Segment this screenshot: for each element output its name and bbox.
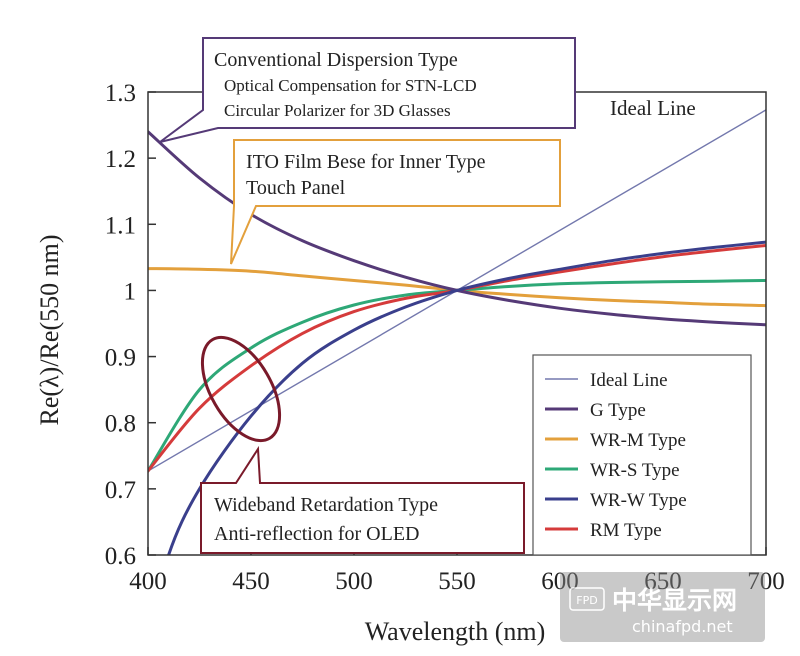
y-ticks: 0.6 0.7 0.8 0.9 1 1.1 1.2 1.3 [105, 80, 156, 570]
callout-ito-box [230, 139, 561, 265]
callout-wideband-line2: Anti-reflection for OLED [214, 523, 419, 545]
watermark-url: chinafpd.net [632, 617, 733, 636]
y-tick-label: 1.1 [105, 212, 136, 239]
legend-label-g-type: G Type [590, 400, 646, 421]
x-tick-label: 650 [644, 568, 682, 595]
ideal-line-label: Ideal Line [610, 96, 696, 120]
x-tick-label: 450 [232, 568, 270, 595]
callout-conventional-box [159, 37, 576, 143]
x-axis-title: Wavelength (nm) [365, 617, 546, 646]
callout-conventional-title: Conventional Dispersion Type [214, 49, 458, 71]
legend-label-rm-type: RM Type [590, 520, 662, 541]
watermark: FPD 中华显示网 chinafpd.net [560, 572, 765, 642]
watermark-backdrop [560, 572, 765, 642]
y-tick-label: 0.9 [105, 345, 136, 372]
x-tick-label: 550 [438, 568, 476, 595]
x-tick-label: 700 [747, 568, 785, 595]
legend-box [532, 354, 752, 556]
watermark-badge-icon [569, 587, 605, 611]
legend-label-ideal-line: Ideal Line [590, 370, 668, 391]
x-ticks: 400 450 500 550 600 650 700 [129, 547, 785, 595]
series-line-wr-m-type [148, 267, 766, 308]
legend-label-wr-w-type: WR-W Type [590, 490, 687, 511]
y-tick-label: 1 [124, 278, 137, 305]
y-tick-label: 0.6 [105, 543, 136, 570]
x-tick-label: 500 [335, 568, 373, 595]
callout-ito-line2: Touch Panel [246, 177, 346, 199]
callout-conventional-line2: Optical Compensation for STN-LCD [224, 76, 477, 95]
watermark-badge-text: FPD [576, 594, 597, 607]
callout-wideband-box [200, 445, 525, 554]
legend: Ideal Line G Type WR-M Type WR-S Type WR-W T… [532, 354, 752, 556]
callout-ito: ITO Film Bese for Inner Type Touch Panel [230, 139, 561, 265]
x-tick-label: 400 [129, 568, 167, 595]
callout-wideband: Wideband Retardation Type Anti-reflectio… [200, 445, 525, 554]
callout-conventional-line3: Circular Polarizer for 3D Glasses [224, 101, 451, 120]
callout-ito-line1: ITO Film Bese for Inner Type [246, 151, 486, 173]
callout-wideband-line1: Wideband Retardation Type [214, 494, 438, 516]
callout-conventional: Conventional Dispersion Type Optical Com… [159, 37, 576, 143]
legend-label-wr-s-type: WR-S Type [590, 460, 680, 481]
y-tick-label: 0.8 [105, 411, 136, 438]
y-axis-title: Re(λ)/Re(550 nm) [35, 235, 64, 426]
x-tick-label: 600 [541, 568, 579, 595]
y-tick-label: 0.7 [105, 477, 136, 504]
series-line-wr-w-type [167, 240, 766, 555]
y-tick-label: 1.2 [105, 146, 136, 173]
watermark-cn-text: 中华显示网 [612, 586, 737, 615]
legend-label-wr-m-type: WR-M Type [590, 430, 686, 451]
y-tick-label: 1.3 [105, 80, 136, 107]
wideband-highlight-ellipse [200, 335, 282, 443]
